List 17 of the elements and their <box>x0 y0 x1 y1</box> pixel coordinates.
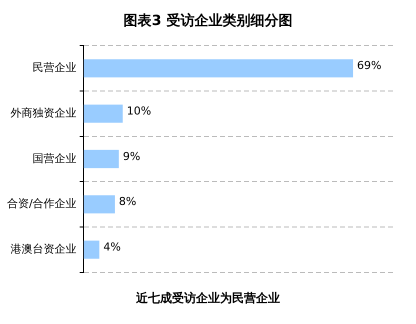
y-tick-label: 外商独资企业 <box>10 106 77 120</box>
data-label: 9% <box>122 150 140 163</box>
data-label: 10% <box>126 104 152 118</box>
bar <box>84 59 354 78</box>
bar <box>84 104 123 123</box>
y-tick-label: 国营企业 <box>32 152 77 165</box>
bar <box>84 240 100 259</box>
y-tick-label: 合资/合作企业 <box>6 197 77 210</box>
y-tick-label: 民营企业 <box>32 61 77 74</box>
y-tick-label: 港澳台资企业 <box>10 242 77 256</box>
data-label: 8% <box>118 195 136 208</box>
bar <box>84 150 119 168</box>
bar <box>84 195 115 214</box>
chart-title: 图表3 受访企业类别细分图 <box>122 12 294 30</box>
data-label: 4% <box>103 240 121 254</box>
data-label: 69% <box>357 59 382 72</box>
text: 近七成受访企业为民营企业 <box>135 290 281 307</box>
